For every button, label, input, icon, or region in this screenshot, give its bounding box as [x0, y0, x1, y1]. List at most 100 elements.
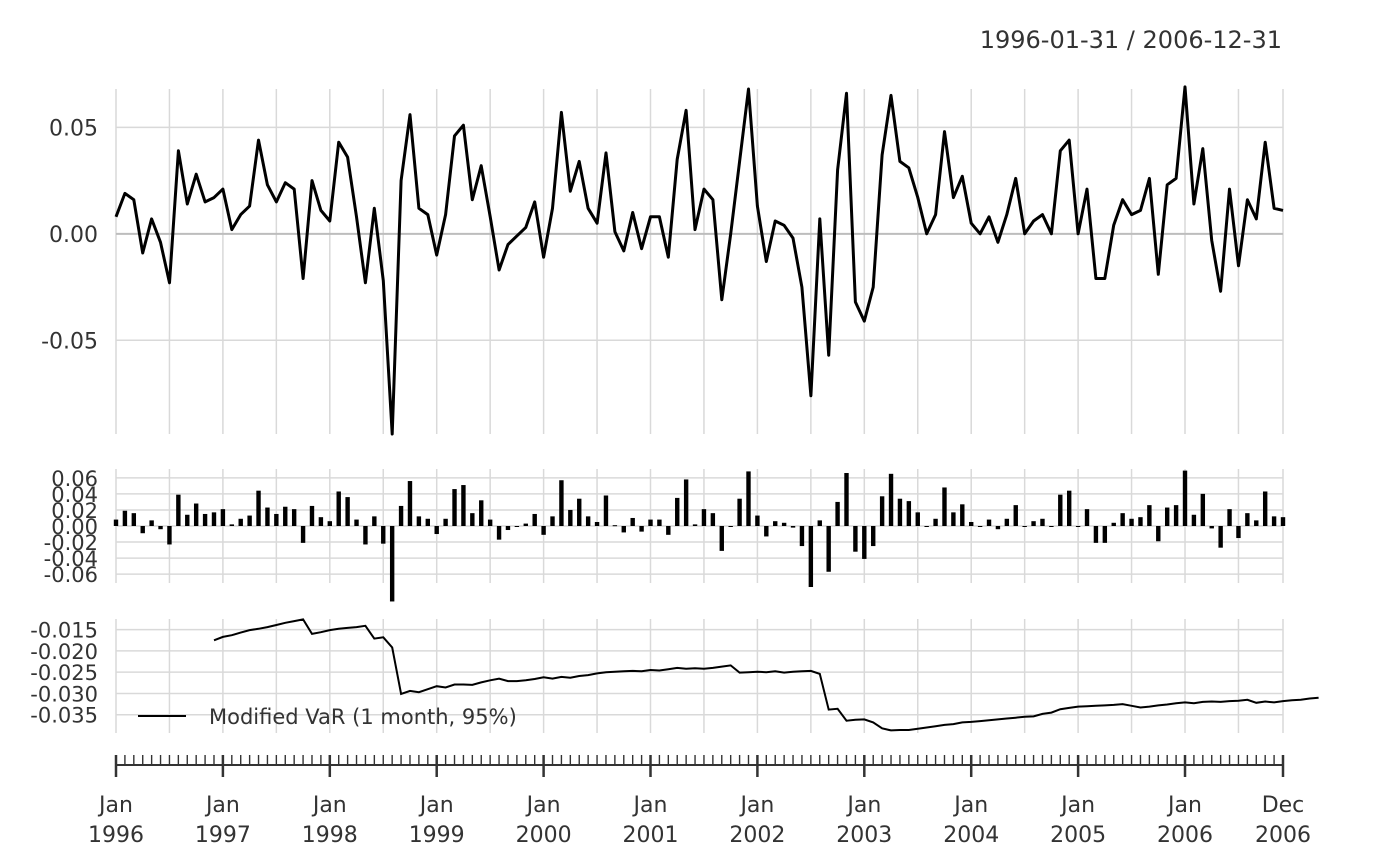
return-bar [1209, 526, 1214, 529]
return-bar [354, 519, 359, 526]
y-tick-label: 0.00 [51, 515, 98, 539]
return-bar [1093, 526, 1099, 543]
x-tick-label-year: 2006 [1157, 823, 1213, 848]
x-tick-label-year: 2003 [836, 823, 892, 848]
x-tick-label-month: Jan [204, 793, 240, 818]
return-bar [470, 513, 475, 526]
return-bar [1129, 518, 1134, 526]
x-tick-label-month: Jan [632, 793, 668, 818]
return-bar [274, 513, 279, 526]
return-bar [1120, 513, 1125, 526]
return-bar [1004, 518, 1010, 526]
return-bar [897, 498, 903, 526]
return-bar [1156, 526, 1161, 542]
return-bar [1280, 517, 1286, 526]
return-bar [1227, 509, 1232, 526]
return-bar [300, 526, 306, 543]
return-bar [1147, 505, 1152, 526]
return-bar [826, 526, 831, 572]
date-range-label: 1996-01-31 / 2006-12-31 [980, 26, 1282, 54]
y-tick-label: -0.02 [44, 531, 98, 555]
x-tick-label-month: Dec [1262, 793, 1305, 818]
return-bar [158, 526, 163, 530]
return-bar [871, 526, 876, 547]
x-tick-label-year: 1996 [88, 823, 144, 848]
return-bar [185, 514, 190, 526]
return-bar [541, 526, 546, 535]
return-bar [1138, 517, 1143, 526]
return-bar [381, 526, 386, 544]
return-bar [283, 506, 288, 526]
return-bar [131, 513, 137, 526]
return-bar [238, 518, 243, 526]
return-bar [247, 515, 252, 526]
return-bar [577, 498, 582, 526]
return-bar [1191, 514, 1197, 526]
return-bar [452, 489, 457, 526]
return-bar [764, 526, 769, 537]
return-bar [683, 479, 689, 526]
y-tick-label: 0.02 [51, 499, 98, 523]
return-bar [389, 526, 395, 602]
y-tick-label: 0.05 [49, 116, 98, 141]
return-bar [461, 485, 466, 526]
modified-var-line [213, 618, 1319, 732]
x-axis: Jan 1996 Jan 1997 Jan 1998 Jan 1999 Jan 2000 Jan 20… [88, 755, 1311, 848]
y-tick-label: -0.04 [44, 547, 98, 571]
x-tick-label-year: 2004 [943, 823, 999, 848]
return-bar [434, 526, 439, 535]
legend-label: Modified VaR (1 month, 95%) [209, 705, 517, 729]
return-bar [176, 494, 181, 526]
return-bar [523, 523, 528, 526]
return-bar [416, 516, 422, 526]
y-tick-label: 0.04 [51, 483, 98, 507]
returns-line-panel: 0.05 0.00 -0.05 [41, 85, 1284, 436]
return-bar [550, 516, 555, 526]
return-bar [1254, 520, 1259, 526]
return-bar [1111, 522, 1116, 526]
return-bar [1173, 505, 1179, 526]
return-bar [888, 473, 894, 526]
return-bar [1058, 494, 1063, 526]
return-bar [1075, 526, 1081, 527]
return-bar [977, 526, 983, 527]
return-bar [229, 524, 235, 526]
return-bar [496, 526, 502, 540]
y-tick-label: -0.025 [30, 661, 98, 685]
return-bar [256, 490, 261, 526]
return-bar [568, 509, 573, 526]
return-bar [291, 509, 297, 526]
x-tick-label-year: 2006 [1255, 823, 1311, 848]
return-bar [167, 526, 172, 545]
return-bar [657, 519, 662, 526]
return-bar [675, 497, 680, 526]
return-bar [603, 495, 609, 526]
return-bar [799, 526, 805, 547]
x-tick-label-month: Jan [97, 793, 133, 818]
y-tick-label: -0.020 [30, 640, 98, 664]
return-bar [630, 517, 635, 526]
return-bar [862, 526, 867, 559]
y-tick-label: -0.06 [44, 563, 98, 587]
returns-bars-panel: 0.060.040.020.00-0.02-0.04-0.06 [44, 467, 1286, 602]
return-bar [1236, 526, 1241, 539]
return-bar [853, 526, 858, 552]
return-bar [915, 512, 920, 526]
x-tick-label-month: Jan [311, 793, 347, 818]
return-bar [398, 505, 404, 526]
return-bar [924, 526, 929, 527]
x-tick-label-year: 2000 [516, 823, 572, 848]
return-bar [639, 526, 644, 532]
return-bar [327, 521, 333, 526]
x-tick-label-year: 2001 [623, 823, 679, 848]
return-bar [407, 481, 413, 526]
return-bar [265, 507, 270, 526]
return-bar [1013, 505, 1018, 526]
return-bar [755, 515, 760, 526]
returns-series-line [114, 85, 1284, 436]
return-bar [559, 480, 564, 526]
return-bar [1084, 509, 1090, 526]
legend: Modified VaR (1 month, 95%) [138, 705, 517, 729]
return-bar [1218, 526, 1223, 548]
return-bar [737, 498, 742, 526]
